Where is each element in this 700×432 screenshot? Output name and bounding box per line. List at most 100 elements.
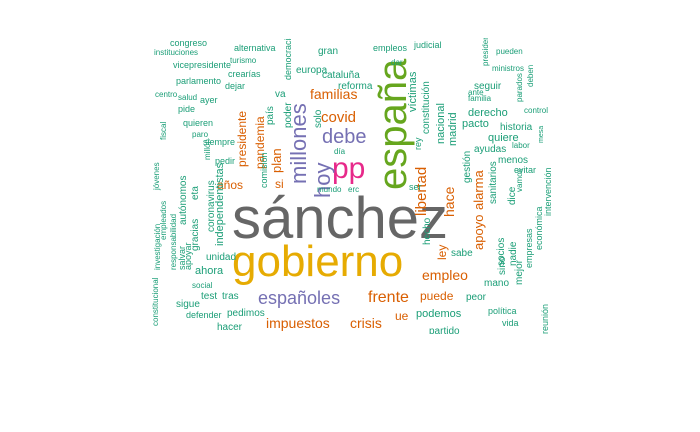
word-cloud-word: gran: [318, 46, 338, 57]
word-cloud-word: democracia: [283, 33, 293, 80]
word-cloud-word: reforma: [338, 81, 373, 92]
word-cloud-word: paro: [192, 130, 209, 139]
word-cloud-word: sanitarios: [488, 161, 499, 204]
word-cloud-word: ser: [409, 182, 422, 192]
word-cloud-word: va: [275, 89, 286, 100]
word-cloud-word: coronavirus: [206, 180, 217, 232]
word-cloud-word: debe: [322, 126, 367, 148]
word-cloud-word: ue: [395, 309, 409, 323]
word-cloud-word: solo: [313, 109, 324, 128]
word-cloud-word: peor: [466, 292, 487, 303]
word-cloud-word: pedimos: [227, 308, 265, 319]
word-cloud-word: sino: [497, 256, 508, 275]
word-cloud-word: país: [265, 106, 276, 125]
word-cloud-word: frente: [368, 289, 409, 306]
word-cloud-word: libertad: [413, 167, 430, 216]
word-cloud-word: dar: [391, 58, 403, 67]
word-cloud-word: día: [334, 147, 346, 156]
word-cloud-word: nadie: [508, 241, 519, 266]
word-cloud-word: apoyo: [471, 215, 486, 250]
word-cloud-word: tras: [222, 291, 239, 302]
word-cloud-word: congreso: [170, 38, 207, 48]
word-cloud-word: dice: [507, 186, 518, 205]
word-cloud-word: plan: [269, 148, 284, 173]
word-cloud-word: ayudas: [474, 144, 506, 155]
word-cloud-word: responsabilidad: [169, 214, 178, 270]
word-cloud-word: años: [217, 178, 243, 192]
word-cloud-word: sabe: [451, 248, 473, 259]
word-cloud-word: jóvenes: [152, 162, 161, 191]
word-cloud-word: familias: [310, 86, 357, 102]
word-cloud-word: siempre: [203, 137, 235, 147]
word-cloud-word: mano: [484, 278, 509, 289]
word-cloud-word: empleo: [422, 267, 468, 283]
word-cloud-word: pedir: [215, 156, 235, 166]
word-cloud-word: parlamento: [176, 76, 221, 86]
word-cloud-word: quiere: [488, 132, 519, 144]
word-cloud-word: mesa: [538, 126, 545, 143]
word-cloud-word: sánchez: [232, 186, 448, 251]
word-cloud-word: comisión: [259, 152, 269, 188]
word-cloud-word: labor: [512, 141, 530, 150]
word-cloud-word: defender: [186, 310, 222, 320]
word-cloud-word: presidentes: [481, 25, 490, 66]
word-cloud-word: ministros: [492, 64, 524, 73]
word-cloud-word: crearías: [228, 69, 261, 79]
word-cloud-word: vida: [502, 318, 519, 328]
word-cloud-word: reunión: [540, 304, 550, 334]
word-cloud-word: gobierno: [232, 237, 403, 286]
word-cloud-word: vicepresidente: [173, 60, 231, 70]
word-cloud-word: alternativa: [234, 43, 276, 53]
word-cloud-word: millones: [286, 103, 311, 184]
word-cloud-word: millón: [203, 139, 212, 160]
word-cloud-word: covid: [321, 109, 356, 126]
word-cloud-word: nacional: [435, 103, 447, 144]
word-cloud-word: seguir: [474, 81, 502, 92]
word-cloud-word: puede: [420, 289, 454, 303]
word-cloud-word: centro: [155, 90, 178, 99]
word-cloud-word: deben: [526, 65, 535, 87]
word-cloud-word: pacto: [462, 118, 489, 130]
word-cloud-word: fiscal: [159, 122, 168, 140]
word-cloud-word: españa: [371, 58, 415, 190]
word-cloud-word: si: [275, 177, 284, 191]
word-cloud-word: pueden: [496, 47, 523, 56]
word-cloud-word: podemos: [416, 308, 462, 320]
word-cloud-word: dejar: [225, 81, 245, 91]
word-cloud-word: víctimas: [407, 71, 419, 112]
word-cloud-word: empresas: [524, 228, 534, 268]
word-cloud-word: empleos: [373, 43, 408, 53]
word-cloud-word: evitar: [514, 165, 536, 175]
word-cloud-word: instituciones: [154, 48, 198, 57]
word-cloud-word: judicial: [413, 40, 442, 50]
word-cloud-word: gracias: [190, 219, 201, 251]
word-cloud-word: socios: [496, 238, 507, 266]
word-cloud-word: alarma: [471, 169, 486, 210]
word-cloud-word: europa: [296, 65, 328, 76]
word-cloud-word: historia: [500, 122, 533, 133]
word-cloud-word: crisis: [350, 315, 382, 331]
word-cloud-word: hecho: [422, 217, 433, 245]
word-cloud-word: parados: [515, 73, 524, 102]
word-cloud-word: partido: [429, 326, 460, 337]
word-cloud-word: control: [524, 106, 548, 115]
word-cloud-word: rey: [413, 137, 423, 150]
word-cloud-word: apoyar: [183, 242, 193, 270]
word-cloud-word: empleados: [159, 201, 168, 240]
word-cloud-word: impuestos: [266, 315, 330, 331]
word-cloud-word: test: [201, 291, 217, 302]
word-cloud-word: poder: [283, 102, 294, 128]
word-cloud-word: social: [192, 281, 213, 290]
word-cloud-word: ley: [435, 245, 449, 260]
word-cloud-word: ante: [468, 88, 484, 97]
word-cloud-word: económica: [534, 206, 544, 250]
word-cloud-word: ayer: [200, 95, 218, 105]
word-cloud-word: pide: [178, 104, 195, 114]
word-cloud-word: intervención: [543, 167, 553, 216]
word-cloud-word: gestión: [462, 151, 473, 183]
word-cloud-word: sigue: [176, 299, 200, 310]
word-cloud-word: autónomos: [178, 176, 189, 225]
word-cloud-word: constitucional: [151, 277, 160, 326]
word-cloud-word: españoles: [258, 288, 340, 308]
